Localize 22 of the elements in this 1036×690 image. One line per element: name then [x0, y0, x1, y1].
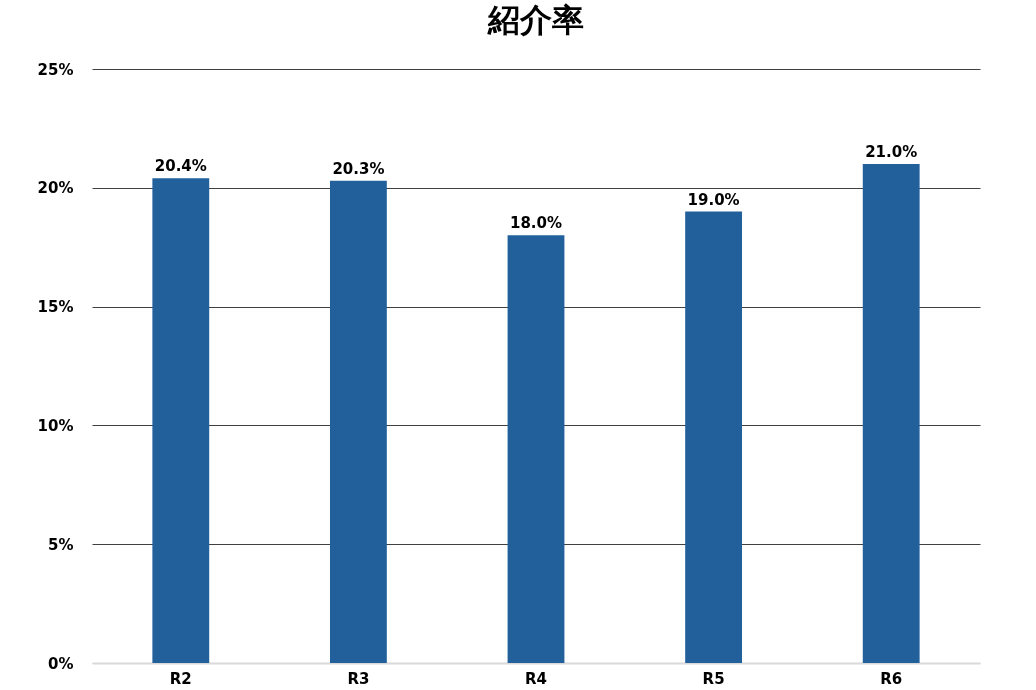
bar: [685, 211, 743, 663]
y-tick-label: 5%: [48, 535, 74, 554]
data-label: 20.4%: [154, 157, 207, 176]
y-tick-label: 15%: [37, 298, 74, 317]
data-label: 21.0%: [865, 143, 918, 162]
x-tick-label: R4: [525, 669, 547, 688]
chart-title: 紹介率: [487, 1, 584, 39]
bar: [152, 178, 210, 663]
y-tick-label: 25%: [37, 60, 74, 79]
data-label: 19.0%: [687, 190, 740, 209]
bar: [507, 235, 565, 663]
x-tick-label: R6: [880, 669, 903, 688]
bar: [329, 180, 387, 663]
y-tick-label: 0%: [48, 654, 74, 673]
data-label: 18.0%: [509, 214, 563, 233]
bar: [862, 164, 920, 663]
x-tick-label: R2: [169, 669, 192, 688]
x-tick-label: R5: [702, 669, 725, 688]
x-tick-label: R3: [347, 669, 370, 688]
y-tick-label: 10%: [37, 416, 74, 435]
data-label: 20.3%: [332, 159, 385, 178]
y-tick-label: 20%: [37, 179, 74, 198]
